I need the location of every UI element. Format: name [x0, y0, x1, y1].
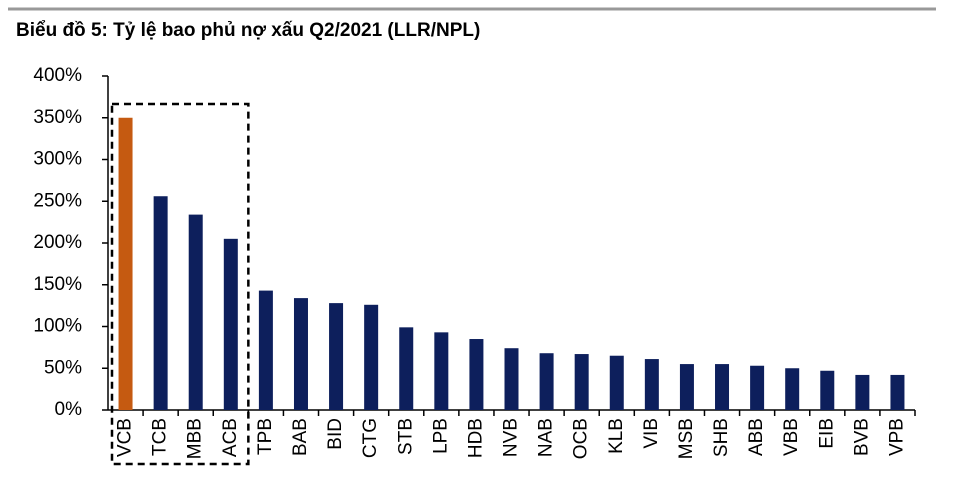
bar — [188, 214, 203, 410]
x-tick-label: TPB — [255, 418, 276, 455]
x-tick-label: NAB — [536, 418, 557, 457]
x-tick-label: VCB — [115, 418, 136, 457]
y-tick-label: 50% — [44, 357, 82, 378]
y-tick-label: 100% — [33, 316, 82, 337]
bar — [785, 368, 800, 410]
x-tick-label: TCB — [150, 418, 171, 456]
bar — [399, 327, 414, 410]
highlight-box — [110, 102, 250, 466]
x-tick-label: BAB — [290, 418, 311, 456]
y-tick-label: 250% — [33, 190, 82, 211]
x-tick-label: BVB — [851, 418, 872, 456]
x-tick-label: NVB — [501, 418, 522, 457]
x-tick-label: BID — [325, 418, 346, 450]
x-tick-label: HDB — [465, 418, 486, 458]
x-tick-label: VIB — [641, 418, 662, 449]
bar — [434, 332, 449, 410]
bar — [223, 238, 238, 410]
bar — [609, 355, 624, 410]
x-tick-label: OCB — [571, 418, 592, 459]
y-tick-label: 200% — [33, 232, 82, 253]
bar — [644, 359, 659, 410]
y-tick-label: 0% — [55, 399, 83, 420]
bar — [258, 290, 273, 410]
bar — [293, 298, 308, 410]
x-tick-label: VBB — [781, 418, 802, 456]
x-tick-label: MBB — [185, 418, 206, 459]
x-tick-label: SHB — [711, 418, 732, 457]
y-tick-label: 400% — [33, 65, 82, 86]
x-tick-label: CTG — [360, 418, 381, 458]
bar — [715, 364, 730, 410]
bar — [364, 304, 379, 410]
bar — [504, 348, 519, 410]
bar — [750, 365, 765, 410]
bar — [574, 354, 589, 410]
x-tick-label: LPB — [430, 418, 451, 454]
y-tick-label: 300% — [33, 149, 82, 170]
bar — [469, 339, 484, 410]
x-tick-label: ABB — [746, 418, 767, 456]
bar — [855, 374, 870, 410]
bar — [890, 374, 905, 410]
bar — [820, 370, 835, 410]
y-tick-label: 350% — [33, 107, 82, 128]
x-tick-label: VPB — [886, 418, 907, 456]
x-tick-label: ACB — [220, 418, 241, 457]
bar — [539, 353, 554, 410]
x-tick-label: EIB — [816, 418, 837, 449]
bar — [118, 117, 133, 410]
x-tick-label: KLB — [606, 418, 627, 454]
bar — [153, 196, 168, 410]
chart-title: Biểu đồ 5: Tỷ lệ bao phủ nợ xấu Q2/2021 … — [16, 20, 480, 41]
x-tick-label: STB — [395, 418, 416, 455]
y-tick-label: 150% — [33, 274, 82, 295]
bar — [329, 303, 344, 410]
bar — [679, 364, 694, 410]
x-tick-label: MSB — [676, 418, 697, 459]
